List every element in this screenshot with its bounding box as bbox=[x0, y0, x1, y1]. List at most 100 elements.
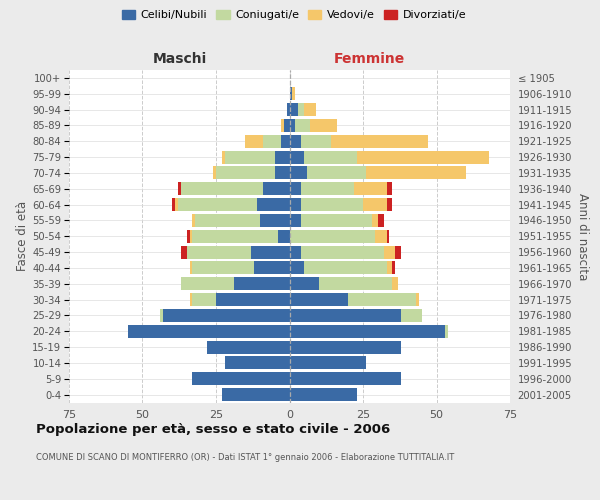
Bar bbox=[278, 230, 290, 242]
Bar bbox=[386, 230, 389, 242]
Bar bbox=[366, 166, 466, 179]
Bar bbox=[290, 356, 366, 370]
Bar bbox=[260, 214, 290, 227]
Bar bbox=[233, 278, 290, 290]
Bar bbox=[290, 214, 301, 227]
Bar bbox=[216, 293, 290, 306]
Bar bbox=[304, 262, 386, 274]
Bar bbox=[128, 325, 290, 338]
Bar bbox=[386, 198, 392, 211]
Bar bbox=[301, 246, 383, 258]
Bar bbox=[281, 135, 290, 147]
Bar bbox=[284, 119, 290, 132]
Bar bbox=[363, 198, 386, 211]
Bar bbox=[190, 293, 193, 306]
Bar bbox=[263, 182, 290, 195]
Text: Maschi: Maschi bbox=[153, 52, 207, 66]
Text: COMUNE DI SCANO DI MONTIFERRO (OR) - Dati ISTAT 1° gennaio 2006 - Elaborazione T: COMUNE DI SCANO DI MONTIFERRO (OR) - Dat… bbox=[36, 452, 454, 462]
Bar bbox=[175, 198, 178, 211]
Bar bbox=[445, 325, 448, 338]
Bar bbox=[160, 309, 163, 322]
Bar bbox=[290, 166, 307, 179]
Bar bbox=[181, 278, 233, 290]
Bar bbox=[354, 182, 386, 195]
Bar bbox=[301, 214, 372, 227]
Bar bbox=[225, 356, 290, 370]
Bar bbox=[386, 182, 392, 195]
Bar bbox=[383, 246, 395, 258]
Bar bbox=[298, 103, 304, 116]
Bar bbox=[290, 150, 304, 164]
Bar bbox=[290, 103, 298, 116]
Bar bbox=[401, 309, 422, 322]
Bar bbox=[181, 182, 263, 195]
Bar bbox=[375, 230, 386, 242]
Bar bbox=[193, 293, 216, 306]
Bar bbox=[331, 135, 428, 147]
Bar bbox=[181, 246, 187, 258]
Bar bbox=[301, 135, 331, 147]
Bar bbox=[292, 88, 295, 100]
Bar bbox=[263, 135, 281, 147]
Bar bbox=[187, 230, 190, 242]
Bar bbox=[245, 135, 263, 147]
Bar bbox=[290, 262, 304, 274]
Bar bbox=[295, 119, 310, 132]
Bar bbox=[290, 88, 292, 100]
Bar bbox=[290, 230, 375, 242]
Bar bbox=[357, 150, 490, 164]
Bar bbox=[372, 214, 378, 227]
Bar bbox=[348, 293, 416, 306]
Bar bbox=[172, 198, 175, 211]
Bar bbox=[290, 182, 301, 195]
Y-axis label: Anni di nascita: Anni di nascita bbox=[577, 192, 589, 280]
Bar bbox=[290, 372, 401, 385]
Bar bbox=[416, 293, 419, 306]
Bar bbox=[190, 262, 193, 274]
Bar bbox=[395, 246, 401, 258]
Bar bbox=[290, 198, 301, 211]
Bar bbox=[290, 293, 348, 306]
Bar bbox=[310, 119, 337, 132]
Bar bbox=[290, 246, 301, 258]
Bar bbox=[213, 166, 216, 179]
Bar bbox=[290, 119, 295, 132]
Bar bbox=[222, 150, 225, 164]
Bar bbox=[251, 246, 290, 258]
Bar bbox=[392, 262, 395, 274]
Bar bbox=[187, 246, 251, 258]
Bar bbox=[307, 166, 366, 179]
Bar bbox=[257, 198, 290, 211]
Bar bbox=[216, 166, 275, 179]
Bar bbox=[290, 388, 357, 401]
Bar bbox=[290, 325, 445, 338]
Bar bbox=[275, 150, 290, 164]
Bar bbox=[225, 150, 275, 164]
Bar bbox=[290, 135, 301, 147]
Bar bbox=[254, 262, 290, 274]
Bar bbox=[290, 278, 319, 290]
Bar bbox=[304, 103, 316, 116]
Bar bbox=[193, 262, 254, 274]
Legend: Celibi/Nubili, Coniugati/e, Vedovi/e, Divorziati/e: Celibi/Nubili, Coniugati/e, Vedovi/e, Di… bbox=[118, 6, 470, 25]
Bar bbox=[193, 230, 278, 242]
Bar bbox=[290, 309, 401, 322]
Text: Femmine: Femmine bbox=[334, 52, 404, 66]
Bar bbox=[319, 278, 392, 290]
Y-axis label: Fasce di età: Fasce di età bbox=[16, 201, 29, 272]
Bar bbox=[193, 214, 196, 227]
Bar bbox=[301, 198, 363, 211]
Bar bbox=[163, 309, 290, 322]
Bar bbox=[378, 214, 383, 227]
Bar bbox=[190, 230, 193, 242]
Bar bbox=[301, 182, 354, 195]
Bar bbox=[222, 388, 290, 401]
Bar bbox=[207, 340, 290, 353]
Bar bbox=[193, 372, 290, 385]
Bar bbox=[290, 340, 401, 353]
Text: Popolazione per età, sesso e stato civile - 2006: Popolazione per età, sesso e stato civil… bbox=[36, 422, 390, 436]
Bar bbox=[178, 198, 257, 211]
Bar bbox=[386, 262, 392, 274]
Bar bbox=[304, 150, 357, 164]
Bar bbox=[287, 103, 290, 116]
